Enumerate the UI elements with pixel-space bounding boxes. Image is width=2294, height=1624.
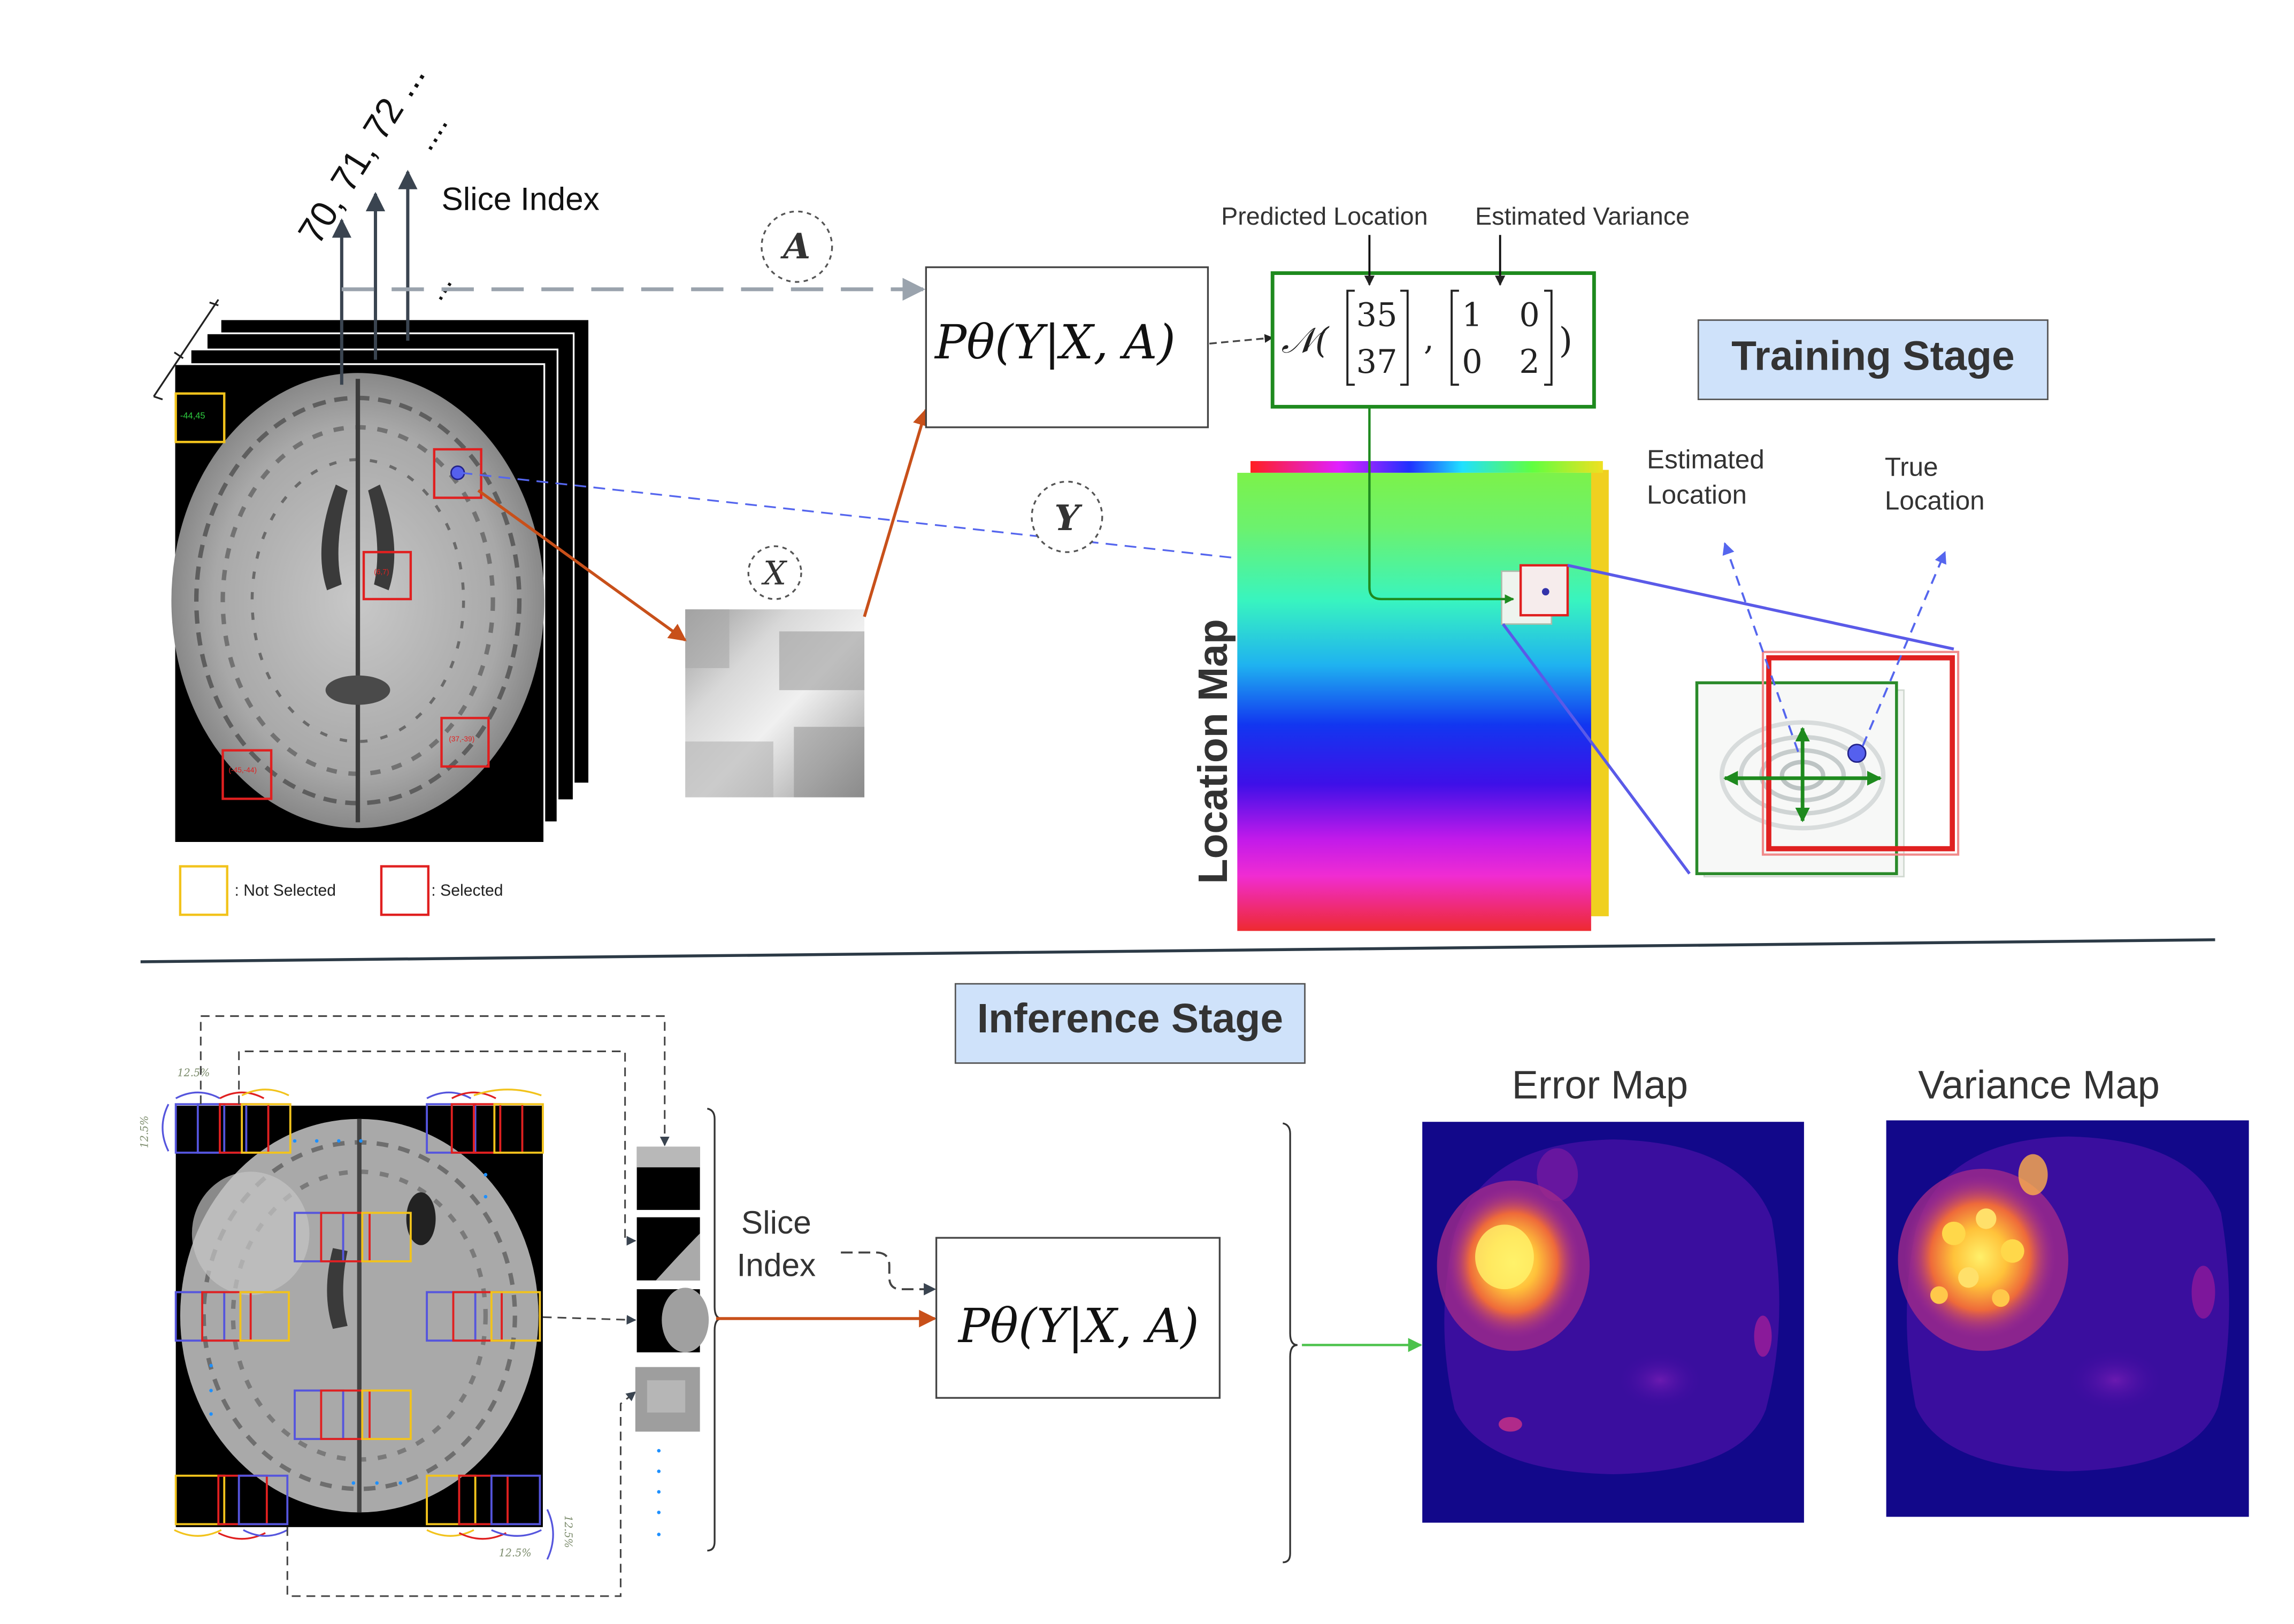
slice-dots-small: ... [417, 267, 458, 306]
slice-dots: .... [405, 106, 455, 156]
variance-map-label: Variance Map [1918, 1062, 2160, 1107]
patch-coord-label: (6,7) [374, 568, 389, 576]
inference-patches-column [635, 1146, 709, 1536]
error-map-label: Error Map [1512, 1062, 1688, 1107]
overlap-pct-left: 12.5% [139, 1116, 151, 1148]
location-map-label: Location Map [1190, 619, 1236, 884]
slice-index-arrows [332, 170, 418, 385]
overlap-pct-top: 12.5% [177, 1067, 210, 1079]
overlap-brackets [162, 1089, 554, 1560]
svg-text:A: A [780, 225, 810, 267]
variable-y-node: Y [1031, 480, 1103, 553]
patch-coord-label: (-45,-44) [228, 766, 257, 774]
training-stage-label-box: Training Stage [1697, 319, 2049, 401]
inference-model-formula: Pθ(Y|X, A) [957, 1298, 1199, 1353]
sliding-window-patches [174, 1103, 544, 1526]
svg-text:0: 0 [1519, 296, 1539, 334]
inference-slice-label-line2: Index [737, 1246, 816, 1283]
legend-not-selected-swatch [179, 865, 228, 916]
estimated-location-label-line2: Location [1647, 480, 1747, 510]
inference-stage-label: Inference Stage [977, 995, 1283, 1041]
svg-text:): ) [1559, 320, 1572, 361]
svg-text:X: X [761, 555, 787, 593]
patch-coord-label: (37,-39) [449, 735, 474, 743]
predicted-location-label: Predicted Location [1221, 202, 1428, 230]
stage-divider [140, 938, 2215, 963]
location-map [1237, 461, 1609, 931]
overlap-pct-right: 12.5% [562, 1515, 574, 1548]
gaussian-output-box: 𝒩( 35 37 , 1 0 0 2 ) [1270, 271, 1596, 409]
sliding-window-dots [209, 1139, 488, 1485]
svg-text:37: 37 [1356, 343, 1398, 381]
svg-text:,: , [1424, 320, 1434, 357]
patch-to-x-arrow [477, 489, 687, 642]
svg-text:2: 2 [1519, 343, 1539, 381]
legend-not-selected-label: : Not Selected [234, 882, 336, 899]
svg-text:1: 1 [1462, 296, 1482, 334]
model-formula: Pθ(Y|X, A) [934, 315, 1176, 370]
true-location-label-line1: True [1885, 452, 1938, 481]
variable-x-node: X [747, 545, 802, 600]
extracted-patch-image [685, 609, 865, 798]
variable-a-node: A [761, 210, 833, 283]
mri-slice-stack [153, 299, 589, 844]
slice-numbers: 70, 71, 72 ... [290, 56, 433, 251]
training-stage-label: Training Stage [1731, 333, 2015, 379]
model-to-gaussian-arrow [1209, 334, 1273, 344]
legend-selected-swatch [380, 865, 430, 916]
zoomed-location-view [1695, 650, 1960, 878]
model-box-inference: Pθ(Y|X, A) [935, 1237, 1221, 1399]
svg-text:0: 0 [1462, 343, 1482, 381]
true-location-label-line2: Location [1885, 486, 1985, 516]
gaussian-to-map-arrow [1368, 408, 1515, 604]
inference-slice-label-line1: Slice [741, 1204, 811, 1240]
legend: : Not Selected : Selected [179, 865, 503, 916]
inference-stage-label-box: Inference Stage [954, 983, 1306, 1064]
true-location-dot [1847, 744, 1867, 763]
error-map [1422, 1122, 1804, 1523]
patch-selected: (6,7) (37,-39) (-45,-44) [221, 448, 490, 800]
variance-map [1886, 1120, 2249, 1517]
inference-mri-slice [175, 1106, 543, 1527]
x-to-model-arrow [863, 408, 930, 617]
estimated-variance-label: Estimated Variance [1475, 202, 1690, 230]
patch-coord-label: -44,45 [180, 411, 205, 420]
svg-text:𝒩(: 𝒩( [1282, 320, 1330, 361]
legend-selected-label: : Selected [431, 882, 503, 899]
svg-text:35: 35 [1356, 296, 1398, 334]
overlap-pct-bottom: 12.5% [499, 1547, 532, 1559]
patch-not-selected: -44,45 [174, 392, 226, 443]
slice-index-label: Slice Index [442, 181, 600, 217]
model-box-training: Pθ(Y|X, A) [925, 266, 1209, 428]
svg-text:Y: Y [1054, 497, 1083, 539]
estimated-location-label-line1: Estimated [1647, 445, 1764, 474]
